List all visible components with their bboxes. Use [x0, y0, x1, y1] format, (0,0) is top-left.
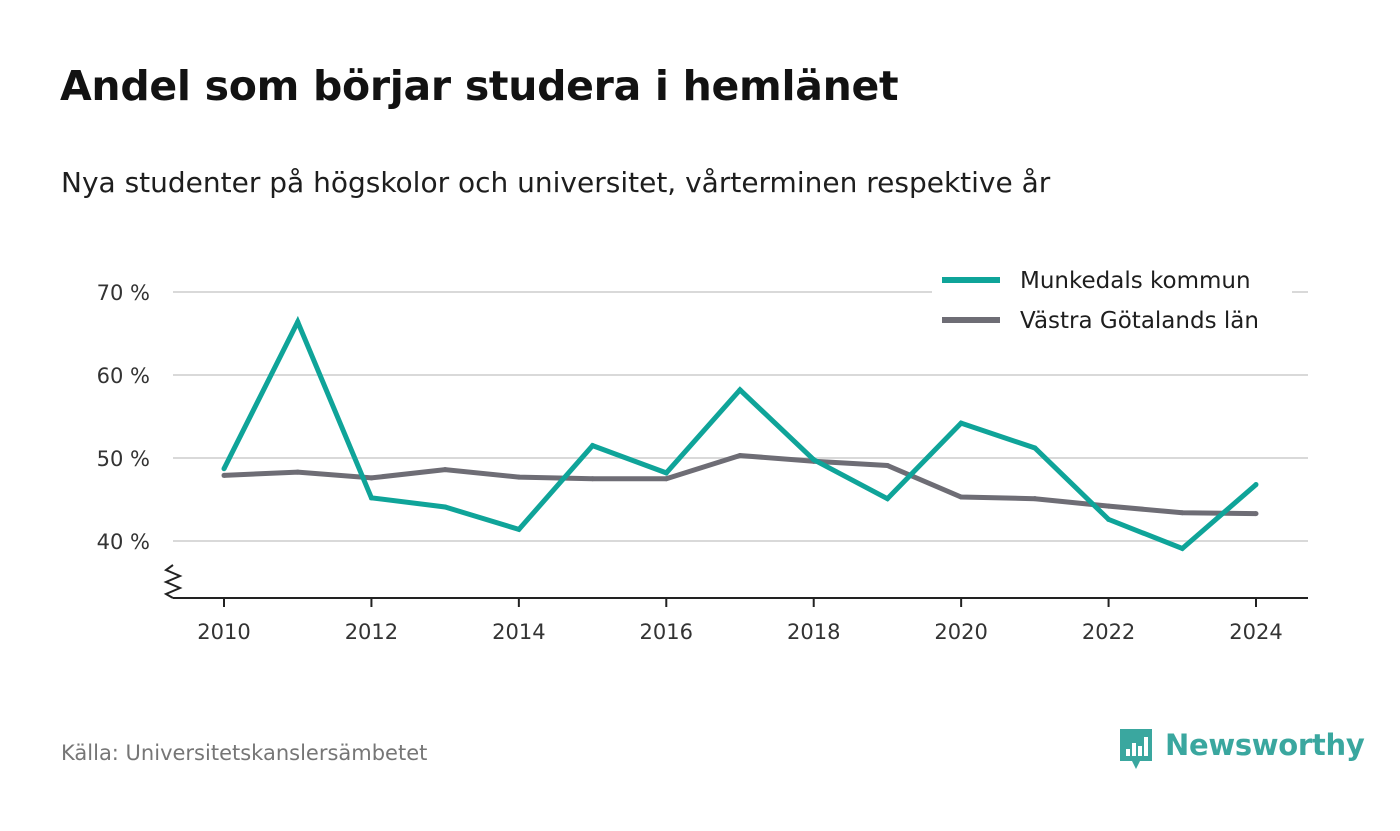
line-chart: 40 % 50 % 60 % 70 % 2010 2012 2014 2016 2018 2020… [96, 262, 1308, 644]
series-line-1 [221, 315, 1258, 552]
x-tick-label: 2018 [787, 620, 840, 644]
data-point [884, 462, 890, 468]
data-point [958, 494, 964, 500]
data-point [442, 504, 448, 510]
series-line-2 [223, 452, 1257, 517]
data-point [295, 319, 301, 325]
x-tick-label: 2014 [492, 620, 545, 644]
newsworthy-logo: Newsworthy [1118, 727, 1365, 771]
data-point [368, 475, 374, 481]
data-point [590, 476, 596, 482]
data-point [221, 472, 227, 478]
axis-layer: 40 % 50 % 60 % 70 % 2010 2012 2014 2016 2018 2020… [97, 281, 1308, 644]
x-tick-label: 2012 [345, 620, 398, 644]
data-point [221, 466, 227, 472]
chart-subtitle: Nya studenter på högskolor och universit… [61, 166, 1051, 199]
brand-name: Newsworthy [1165, 728, 1365, 762]
y-tick-label: 40 % [97, 530, 150, 554]
data-point [1106, 516, 1112, 522]
data-point [1106, 503, 1112, 509]
data-point [663, 470, 669, 476]
legend-label: Västra Götalands län [1020, 308, 1259, 334]
legend-label: Munkedals kommun [1020, 268, 1251, 294]
data-point [1253, 482, 1259, 488]
x-tick-label: 2020 [934, 620, 987, 644]
y-tick-label: 50 % [97, 447, 150, 471]
y-tick-label: 70 % [97, 281, 150, 305]
data-point [663, 476, 669, 482]
data-point [958, 420, 964, 426]
x-tick-label: 2010 [197, 620, 250, 644]
data-point [1032, 445, 1038, 451]
data-point [590, 443, 596, 449]
data-point [884, 496, 890, 502]
chart-title: Andel som börjar studera i hemlänet [60, 62, 899, 110]
data-point [1253, 511, 1259, 517]
data-point [737, 387, 743, 393]
x-tick-label: 2024 [1229, 620, 1282, 644]
axis-break-marker [163, 564, 183, 599]
legend: Munkedals kommun Västra Götalands län [932, 262, 1292, 340]
y-tick-label: 60 % [97, 364, 150, 388]
data-point [1179, 545, 1185, 551]
data-point [295, 469, 301, 475]
legend-background [932, 262, 1292, 340]
data-point [442, 467, 448, 473]
data-point [516, 474, 522, 480]
data-point [811, 457, 817, 463]
data-point [516, 526, 522, 532]
source-note: Källa: Universitetskanslersämbetet [61, 741, 428, 765]
series-layer [221, 315, 1259, 552]
data-point [1032, 496, 1038, 502]
data-point [1179, 510, 1185, 516]
newsworthy-logo-icon [1120, 729, 1152, 769]
data-point [737, 453, 743, 459]
x-tick-label: 2016 [640, 620, 693, 644]
data-point [368, 495, 374, 501]
x-tick-label: 2022 [1082, 620, 1135, 644]
